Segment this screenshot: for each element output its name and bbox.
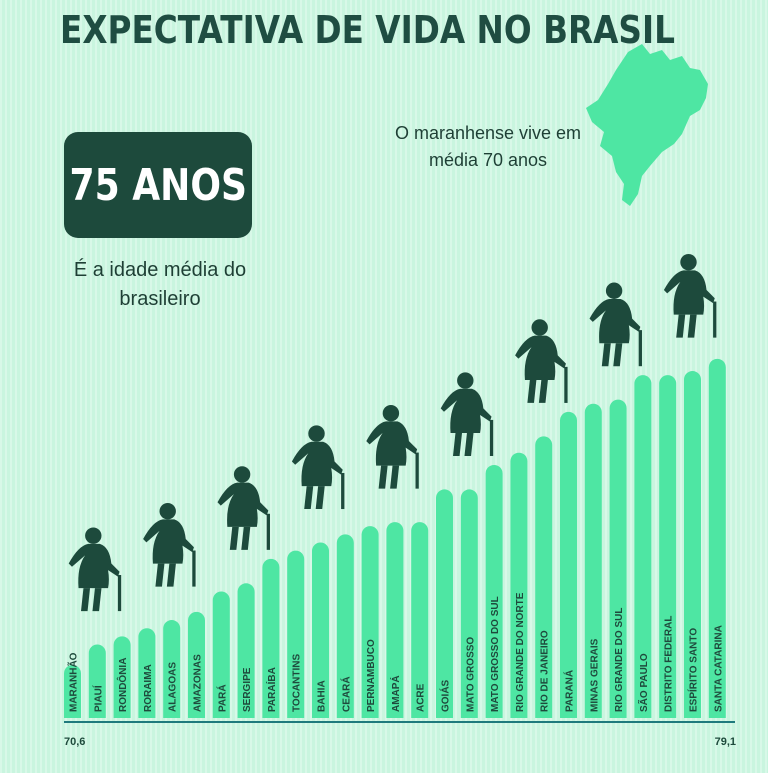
- bar-label: PARAÍBA: [265, 667, 278, 712]
- bar-label: SÃO PAULO: [637, 653, 650, 712]
- bar-label: DISTRITO FEDERAL: [664, 616, 675, 712]
- bar: [138, 628, 156, 718]
- bar-label: PARANÁ: [563, 670, 576, 712]
- bar-label: PIAUÍ: [91, 685, 104, 712]
- bar: [188, 611, 205, 718]
- bar: [609, 399, 627, 718]
- elderly-person-icon: [440, 372, 494, 456]
- scale-min-label: 70,6: [64, 736, 85, 748]
- elderly-person-icon: [291, 425, 345, 510]
- elderly-person-icon: [68, 527, 122, 612]
- elderly-person-icon: [589, 282, 642, 367]
- bar: [485, 464, 503, 718]
- national-average-badge: 75 ANOS: [64, 132, 252, 238]
- elderly-person-icon: [515, 319, 568, 403]
- bar: [262, 558, 280, 718]
- bar-label: RIO DE JANEIRO: [540, 630, 551, 712]
- elderly-person-icon: [217, 466, 270, 550]
- bar-label: RONDÔNIA: [116, 658, 129, 712]
- bar: [212, 591, 230, 718]
- elderly-person-icon: [366, 405, 419, 489]
- bar-label: MARANHÃO: [67, 652, 80, 712]
- bar: [684, 371, 701, 718]
- bar: [659, 375, 677, 718]
- bar-label: MATO GROSSO: [465, 637, 476, 712]
- bar: [336, 534, 354, 718]
- bar-label: SERGIPE: [242, 667, 253, 712]
- bar: [361, 526, 379, 718]
- bar: [436, 489, 453, 718]
- national-average-value: 75 ANOS: [69, 159, 247, 211]
- bar: [64, 664, 81, 718]
- maranhao-map-icon: [586, 44, 708, 206]
- bar: [113, 636, 131, 718]
- bar: [312, 542, 329, 718]
- bar: [460, 489, 478, 718]
- national-average-caption: É a idade média do brasileiro: [73, 259, 247, 310]
- bar-label: MATO GROSSO DO SUL: [490, 596, 501, 712]
- bar-label: MINAS GERAIS: [589, 638, 600, 712]
- bar-label: ALAGOAS: [168, 662, 179, 712]
- bar: [163, 620, 181, 718]
- bar: [88, 644, 106, 718]
- bar: [237, 583, 255, 718]
- bar-label: AMAPÁ: [389, 675, 402, 712]
- elderly-person-icon: [143, 502, 196, 587]
- bar-label: ACRE: [416, 683, 427, 712]
- maranhao-note: O maranhense vive em média 70 anos: [394, 123, 582, 170]
- bar: [560, 411, 577, 718]
- bar: [584, 403, 602, 718]
- bar-label: RIO GRANDE DO SUL: [614, 608, 625, 712]
- bar: [287, 550, 305, 718]
- bar: [411, 522, 429, 718]
- scale-max-label: 79,1: [715, 736, 736, 748]
- bar-label: PARÁ: [215, 684, 228, 712]
- chart-title: EXPECTATIVA DE VIDA NO BRASIL: [60, 8, 675, 52]
- bar-label: SANTA CATARINA: [713, 625, 724, 712]
- bar-label: CEARÁ: [339, 676, 352, 712]
- bar-label: PERNAMBUCO: [366, 639, 377, 712]
- bar: [510, 452, 528, 718]
- bar: [386, 522, 404, 718]
- bar-label: RIO GRANDE DO NORTE: [515, 592, 526, 712]
- bar: [708, 358, 726, 718]
- bar: [535, 436, 553, 718]
- bar-label: RORAIMA: [143, 664, 154, 712]
- bar: [634, 375, 652, 718]
- bar-label: AMAZONAS: [193, 654, 204, 712]
- bar-label: GOIÁS: [439, 679, 452, 712]
- elderly-person-icon: [663, 253, 717, 338]
- bar-label: BAHIA: [317, 680, 328, 712]
- bar-label: ESPÍRITO SANTO: [687, 628, 700, 712]
- bar-label: TOCANTINS: [292, 654, 303, 712]
